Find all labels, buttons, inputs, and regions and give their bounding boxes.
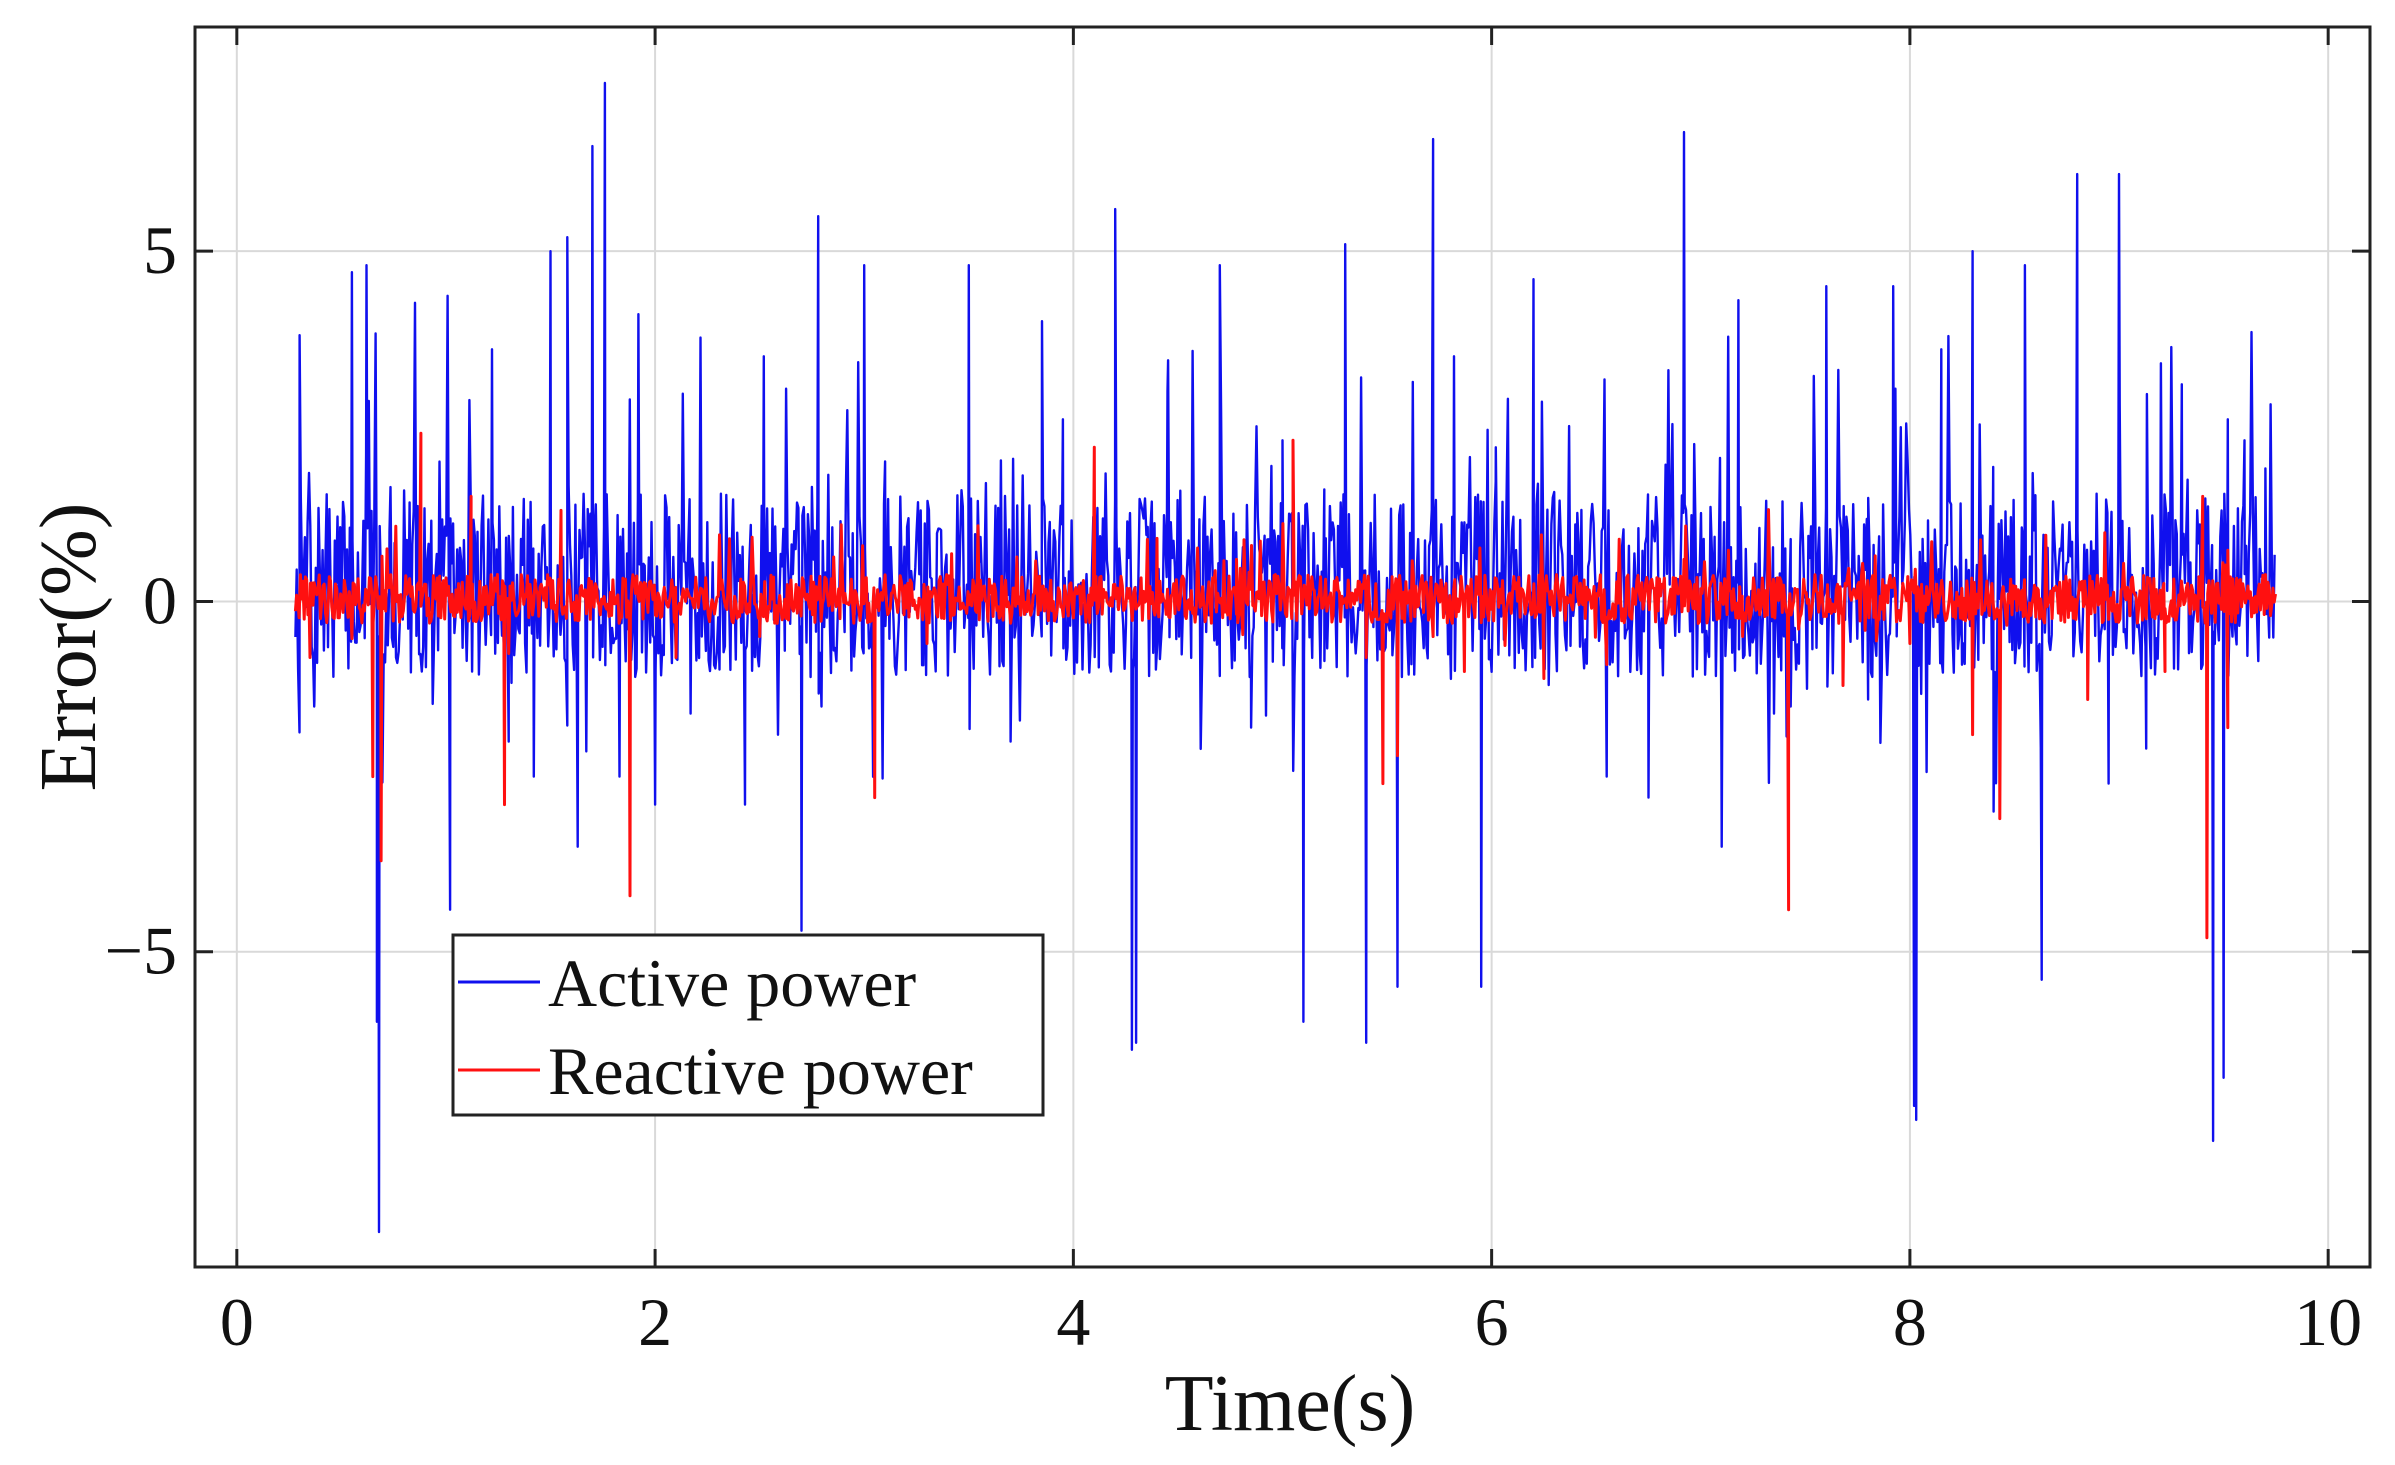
legend: Active power Reactive power (451, 933, 1045, 1117)
legend-box (451, 933, 1045, 1117)
y-axis-label: Error(%) (25, 503, 113, 792)
x-tick-label: 2 (638, 1284, 672, 1360)
x-tick-label: 10 (2294, 1284, 2362, 1360)
y-tick-label: 5 (143, 212, 177, 288)
reactive-power-line (293, 431, 2277, 940)
legend-reactive-label: Reactive power (548, 1033, 973, 1109)
x-tick-label: 4 (1056, 1284, 1090, 1360)
x-axis-label: Time(s) (1165, 1360, 1415, 1448)
plot-frame (193, 25, 2372, 1269)
series-lines (293, 81, 2277, 1234)
axis-ticks: 0 2 4 6 8 10 −5 0 5 (105, 27, 2370, 1360)
x-tick-label: 8 (1893, 1284, 1927, 1360)
y-tick-label: 0 (143, 562, 177, 638)
legend-active-label: Active power (548, 945, 917, 1021)
x-tick-label: 0 (220, 1284, 254, 1360)
y-tick-label: −5 (105, 913, 177, 989)
x-tick-label: 6 (1475, 1284, 1509, 1360)
